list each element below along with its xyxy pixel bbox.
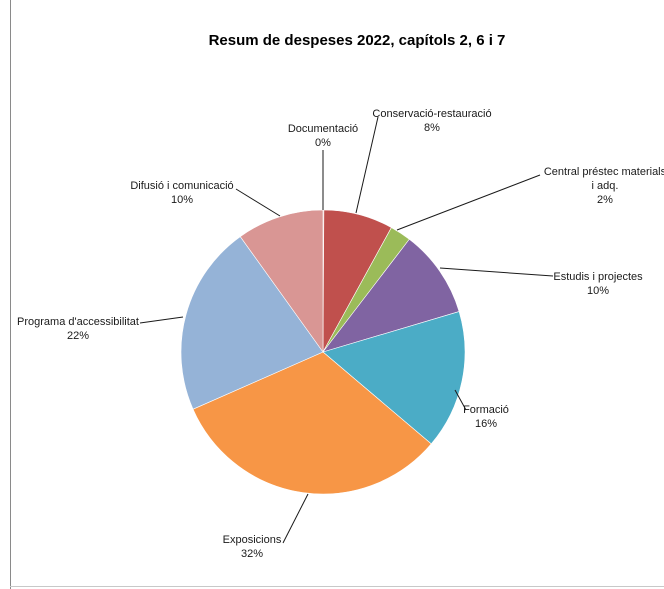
slice-category-label-7: Difusió i comunicació bbox=[130, 180, 233, 192]
slice-category-label-6: Programa d'accessibilitat bbox=[17, 316, 139, 328]
leader-line-6 bbox=[139, 316, 184, 324]
slice-category-label-5: Exposicions bbox=[223, 534, 282, 546]
slice-category-label-3: Estudis i projectes bbox=[553, 271, 643, 283]
slice-category-label-0: Documentació bbox=[288, 123, 358, 135]
pie-slice-6 bbox=[180, 236, 324, 410]
chart-title: Resum de despeses 2022, capítols 2, 6 i … bbox=[209, 32, 506, 49]
slice-category-label-1: Conservació-restauració bbox=[372, 108, 491, 120]
slice-percent-label-6: 22% bbox=[67, 330, 89, 342]
slice-percent-label-7: 10% bbox=[171, 194, 193, 206]
leader-line-5 bbox=[282, 493, 309, 544]
slice-percent-label-5: 32% bbox=[241, 548, 263, 560]
leader-line-3 bbox=[439, 267, 554, 277]
slice-percent-label-1: 8% bbox=[424, 122, 440, 134]
leader-line-7 bbox=[235, 188, 281, 217]
pie-slice-7 bbox=[239, 209, 324, 353]
pie-slice-5 bbox=[192, 351, 432, 495]
chart-left-border bbox=[10, 0, 11, 589]
pie-slice-4 bbox=[322, 311, 466, 445]
chart-bottom-border bbox=[10, 586, 664, 587]
slice-labels: Documentació 0% Conservació-restauració 8% C… bbox=[17, 108, 664, 560]
leader-line-2 bbox=[396, 174, 541, 231]
slice-percent-label-4: 16% bbox=[475, 418, 497, 430]
leader-lines bbox=[139, 116, 554, 544]
slice-category-label-2: Central préstec materials bbox=[544, 166, 664, 178]
leader-line-4 bbox=[454, 389, 467, 411]
slice-category-label-2: i adq. bbox=[592, 180, 619, 192]
slice-percent-label-2: 2% bbox=[597, 194, 613, 206]
slice-category-label-4: Formació bbox=[463, 404, 509, 416]
leader-line-1 bbox=[355, 116, 379, 214]
pie-slices bbox=[180, 209, 466, 495]
slice-percent-label-0: 0% bbox=[315, 137, 331, 149]
pie-slice-3 bbox=[322, 238, 460, 353]
slice-percent-label-3: 10% bbox=[587, 285, 609, 297]
